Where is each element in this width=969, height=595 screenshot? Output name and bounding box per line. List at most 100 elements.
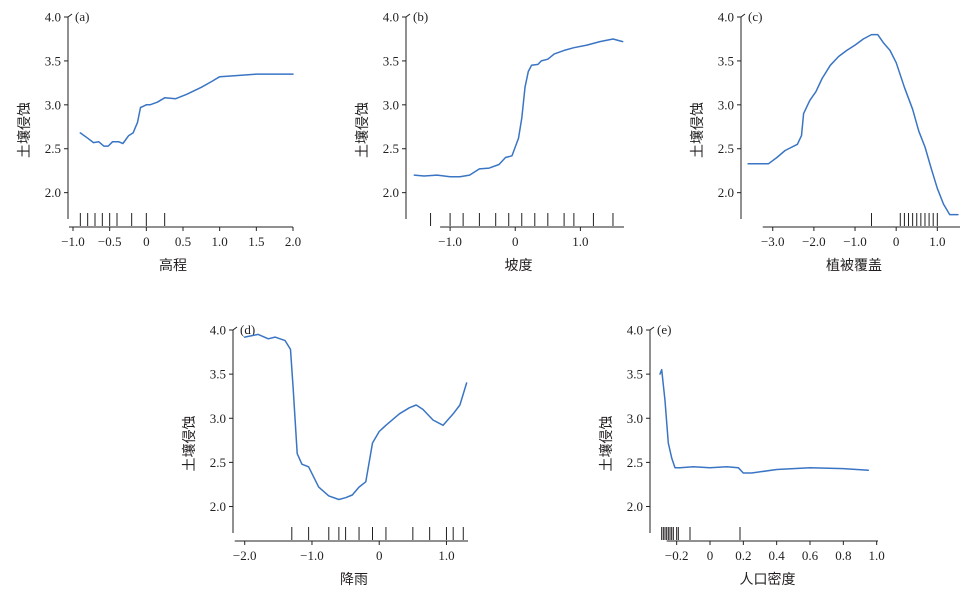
data-point-b <box>498 164 499 165</box>
y-axis-title-e: 土壤侵蚀 <box>598 416 615 472</box>
x-tick-label-e: 0.6 <box>802 548 819 563</box>
x-tick-label-b: 0 <box>512 234 519 249</box>
data-point-a <box>164 97 165 98</box>
data-point-a <box>112 141 113 142</box>
data-point-c <box>747 163 748 164</box>
data-point-a <box>219 76 220 77</box>
x-axis-title-c: 植被覆盖 <box>826 258 882 274</box>
x-tick-label-c: 0 <box>893 234 900 249</box>
y-tick-label-b: 3.0 <box>383 97 399 112</box>
data-point-d <box>399 413 400 414</box>
y-tick-label-c: 2.0 <box>718 185 734 200</box>
data-point-d <box>385 425 386 426</box>
data-point-a <box>234 75 235 76</box>
data-point-b <box>573 47 574 48</box>
x-axis-title-a: 高程 <box>159 257 187 274</box>
data-point-d <box>345 497 346 498</box>
data-point-c <box>784 150 785 151</box>
data-point-c <box>809 100 810 101</box>
data-point-e <box>671 457 672 458</box>
x-tick-label-b: 1.0 <box>572 234 588 249</box>
x-tick-label-d: −1.0 <box>300 548 324 563</box>
data-point-c <box>838 56 839 57</box>
y-tick-label-a: 3.5 <box>45 53 61 68</box>
data-point-b <box>479 168 480 169</box>
x-tick-label-a: 0.5 <box>175 234 191 249</box>
data-point-d <box>416 404 417 405</box>
data-point-a <box>212 81 213 82</box>
data-point-c <box>846 50 847 51</box>
data-point-d <box>453 413 454 414</box>
data-point-c <box>815 91 816 92</box>
y-axis-cap-a <box>67 13 73 18</box>
data-point-b <box>541 60 542 61</box>
data-point-d <box>409 407 410 408</box>
y-axis-cap-e <box>649 326 655 331</box>
y-tick-label-b: 2.5 <box>383 141 399 156</box>
data-point-d <box>244 336 245 337</box>
data-point-a <box>142 106 143 107</box>
data-point-e <box>668 442 669 443</box>
data-point-b <box>528 71 529 72</box>
data-point-d <box>365 481 366 482</box>
data-point-c <box>889 50 890 51</box>
x-tick-label-e: 1.0 <box>869 548 885 563</box>
data-point-b <box>564 50 565 51</box>
y-tick-label-d: 3.5 <box>210 367 226 382</box>
data-point-b <box>622 41 623 42</box>
x-tick-label-a: 1.5 <box>248 234 264 249</box>
x-tick-label-a: 0 <box>143 234 150 249</box>
data-point-d <box>422 409 423 410</box>
x-tick-label-e: −0.2 <box>665 548 689 563</box>
data-point-c <box>943 203 944 204</box>
data-point-d <box>268 338 269 339</box>
y-axis-title-a: 土壤侵蚀 <box>16 102 33 158</box>
x-tick-label-d: 1.0 <box>438 548 454 563</box>
data-point-c <box>803 113 804 114</box>
data-point-c <box>949 214 950 215</box>
y-tick-label-e: 2.0 <box>627 499 643 514</box>
data-point-c <box>912 109 913 110</box>
x-tick-label-d: −2.0 <box>233 548 257 563</box>
data-point-e <box>809 467 810 468</box>
data-point-a <box>93 142 94 143</box>
data-point-d <box>466 382 467 383</box>
panel-e: (e) 人口密度 土壤侵蚀 2.0 2.5 3.0 3.5 4.0 −0.2 0 0.2 0.4… <box>598 322 885 588</box>
y-tick-label-c: 3.5 <box>718 53 734 68</box>
series-line-a <box>79 73 294 147</box>
series-line-d <box>243 333 468 501</box>
data-point-e <box>751 472 752 473</box>
data-point-e <box>726 466 727 467</box>
x-tick-label-e: 0.2 <box>735 548 751 563</box>
x-tick-label-c: −2.0 <box>802 234 826 249</box>
data-point-c <box>863 38 864 39</box>
data-point-b <box>599 41 600 42</box>
data-point-a <box>128 135 129 136</box>
data-point-a <box>292 73 293 74</box>
data-point-a <box>137 122 138 123</box>
data-point-e <box>661 369 662 370</box>
data-point-d <box>459 404 460 405</box>
data-point-d <box>258 334 259 335</box>
data-point-c <box>877 34 878 35</box>
data-point-a <box>87 138 88 139</box>
data-point-c <box>871 34 872 35</box>
x-axis-title-e: 人口密度 <box>740 571 796 588</box>
y-tick-label-e: 3.5 <box>627 367 643 382</box>
y-tick-label-e: 4.0 <box>627 323 643 338</box>
data-point-d <box>372 442 373 443</box>
data-point-c <box>924 146 925 147</box>
data-point-a <box>278 73 279 74</box>
data-point-a <box>140 107 141 108</box>
data-point-b <box>505 157 506 158</box>
y-axis-title-b: 土壤侵蚀 <box>354 102 371 158</box>
y-tick-label-b: 3.5 <box>383 53 399 68</box>
data-point-e <box>738 467 739 468</box>
y-tick-label-a: 2.5 <box>45 141 61 156</box>
data-point-e <box>659 374 660 375</box>
x-tick-label-b: −1.0 <box>438 234 462 249</box>
data-point-e <box>776 469 777 470</box>
data-point-d <box>318 487 319 488</box>
x-tick-label-e: 0.4 <box>769 548 786 563</box>
